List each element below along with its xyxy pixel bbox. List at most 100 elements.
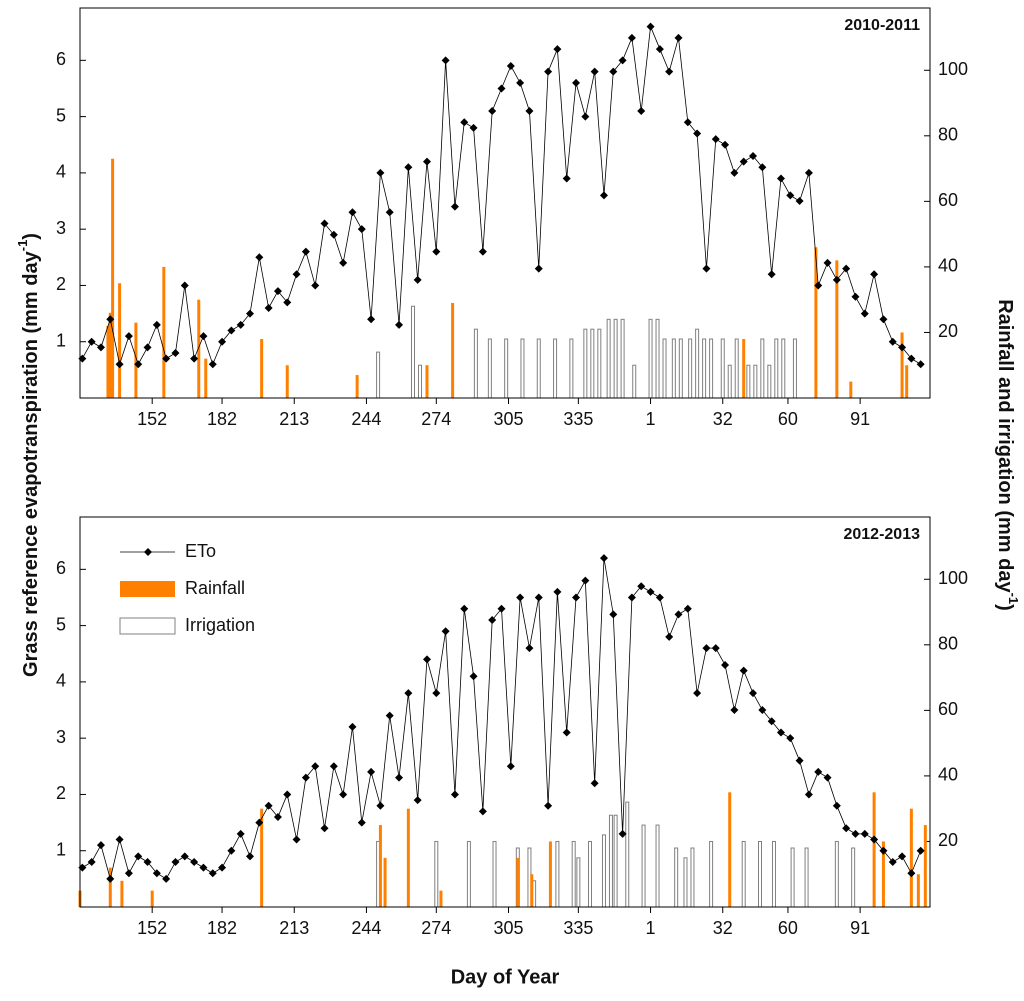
marker bbox=[814, 281, 823, 290]
y-tick-label: 3 bbox=[56, 727, 66, 747]
marker bbox=[432, 247, 441, 256]
bar bbox=[625, 801, 630, 908]
bar bbox=[487, 338, 492, 399]
bar bbox=[655, 318, 660, 399]
bar bbox=[530, 874, 534, 907]
marker bbox=[199, 332, 208, 341]
marker bbox=[711, 644, 720, 653]
bar bbox=[804, 847, 809, 908]
bar bbox=[678, 338, 683, 399]
marker bbox=[450, 790, 459, 799]
y-title-sup: -1 bbox=[15, 240, 30, 252]
marker bbox=[758, 706, 767, 715]
marker bbox=[711, 135, 720, 144]
bar bbox=[576, 857, 581, 908]
marker bbox=[395, 320, 404, 329]
marker bbox=[301, 773, 310, 782]
marker bbox=[134, 360, 143, 369]
marker bbox=[301, 247, 310, 256]
bar bbox=[134, 322, 138, 398]
bar bbox=[662, 338, 667, 399]
marker bbox=[441, 56, 450, 65]
marker bbox=[860, 309, 869, 318]
bar bbox=[671, 338, 676, 399]
bar bbox=[695, 328, 700, 399]
bar bbox=[260, 808, 264, 907]
marker bbox=[162, 354, 171, 363]
marker bbox=[320, 824, 329, 833]
y-tick-label: 6 bbox=[56, 558, 66, 578]
bar bbox=[727, 364, 732, 399]
marker bbox=[776, 728, 785, 737]
x-tick-label: 274 bbox=[421, 409, 451, 429]
marker bbox=[190, 857, 199, 866]
x-tick-label: 60 bbox=[778, 409, 798, 429]
bar bbox=[760, 338, 765, 399]
bar bbox=[425, 365, 429, 398]
marker bbox=[562, 728, 571, 737]
marker bbox=[525, 106, 534, 115]
marker bbox=[255, 253, 264, 262]
marker bbox=[655, 45, 664, 54]
x-tick-label: 91 bbox=[850, 409, 870, 429]
marker bbox=[329, 230, 338, 239]
marker bbox=[581, 576, 590, 585]
bar bbox=[439, 890, 443, 907]
bar bbox=[648, 318, 653, 399]
bar bbox=[741, 840, 746, 908]
marker bbox=[599, 191, 608, 200]
marker bbox=[339, 258, 348, 267]
plot-frame bbox=[79, 7, 931, 399]
bar bbox=[106, 325, 110, 398]
x-tick-label: 60 bbox=[778, 918, 798, 938]
y-tick-label: 3 bbox=[56, 218, 66, 238]
marker bbox=[96, 841, 105, 850]
bar bbox=[376, 351, 381, 399]
marker bbox=[739, 157, 748, 166]
marker bbox=[637, 106, 646, 115]
line bbox=[81, 26, 921, 366]
legend-swatch bbox=[119, 617, 176, 635]
marker bbox=[171, 857, 180, 866]
bar bbox=[504, 338, 509, 399]
marker bbox=[180, 852, 189, 861]
legend-label: ETo bbox=[185, 541, 216, 561]
marker bbox=[627, 593, 636, 602]
marker bbox=[357, 818, 366, 827]
marker bbox=[246, 852, 254, 861]
marker bbox=[534, 264, 543, 273]
bar bbox=[613, 318, 618, 399]
marker bbox=[832, 275, 841, 284]
bar bbox=[851, 847, 856, 908]
y2-title-main: Rainfall and irrigation (mm day bbox=[994, 299, 1016, 593]
marker bbox=[590, 67, 599, 76]
marker bbox=[488, 615, 497, 624]
marker bbox=[218, 863, 227, 872]
x-tick-label: 213 bbox=[279, 409, 309, 429]
marker bbox=[702, 644, 711, 653]
bar bbox=[451, 302, 455, 398]
marker bbox=[721, 140, 730, 149]
x-tick-label: 1 bbox=[646, 409, 656, 429]
bar bbox=[771, 840, 776, 908]
marker bbox=[283, 298, 292, 307]
marker bbox=[422, 157, 431, 166]
marker bbox=[646, 587, 655, 596]
marker bbox=[767, 717, 776, 726]
bar bbox=[204, 358, 208, 398]
legend-swatch bbox=[120, 581, 175, 597]
y-tick-label: 6 bbox=[56, 49, 66, 69]
marker bbox=[851, 829, 860, 838]
marker bbox=[823, 258, 832, 267]
x-tick-label: 274 bbox=[421, 918, 451, 938]
bar bbox=[905, 365, 909, 398]
y2-tick-label: 100 bbox=[938, 59, 968, 79]
y2-axis-title: Rainfall and irrigation (mm day-1) bbox=[994, 299, 1021, 611]
bar bbox=[118, 283, 122, 398]
y-tick-label: 4 bbox=[56, 162, 66, 182]
marker bbox=[218, 337, 227, 346]
marker bbox=[767, 270, 776, 279]
marker bbox=[311, 281, 320, 290]
x-tick-label: 152 bbox=[137, 918, 167, 938]
bar bbox=[709, 840, 714, 908]
